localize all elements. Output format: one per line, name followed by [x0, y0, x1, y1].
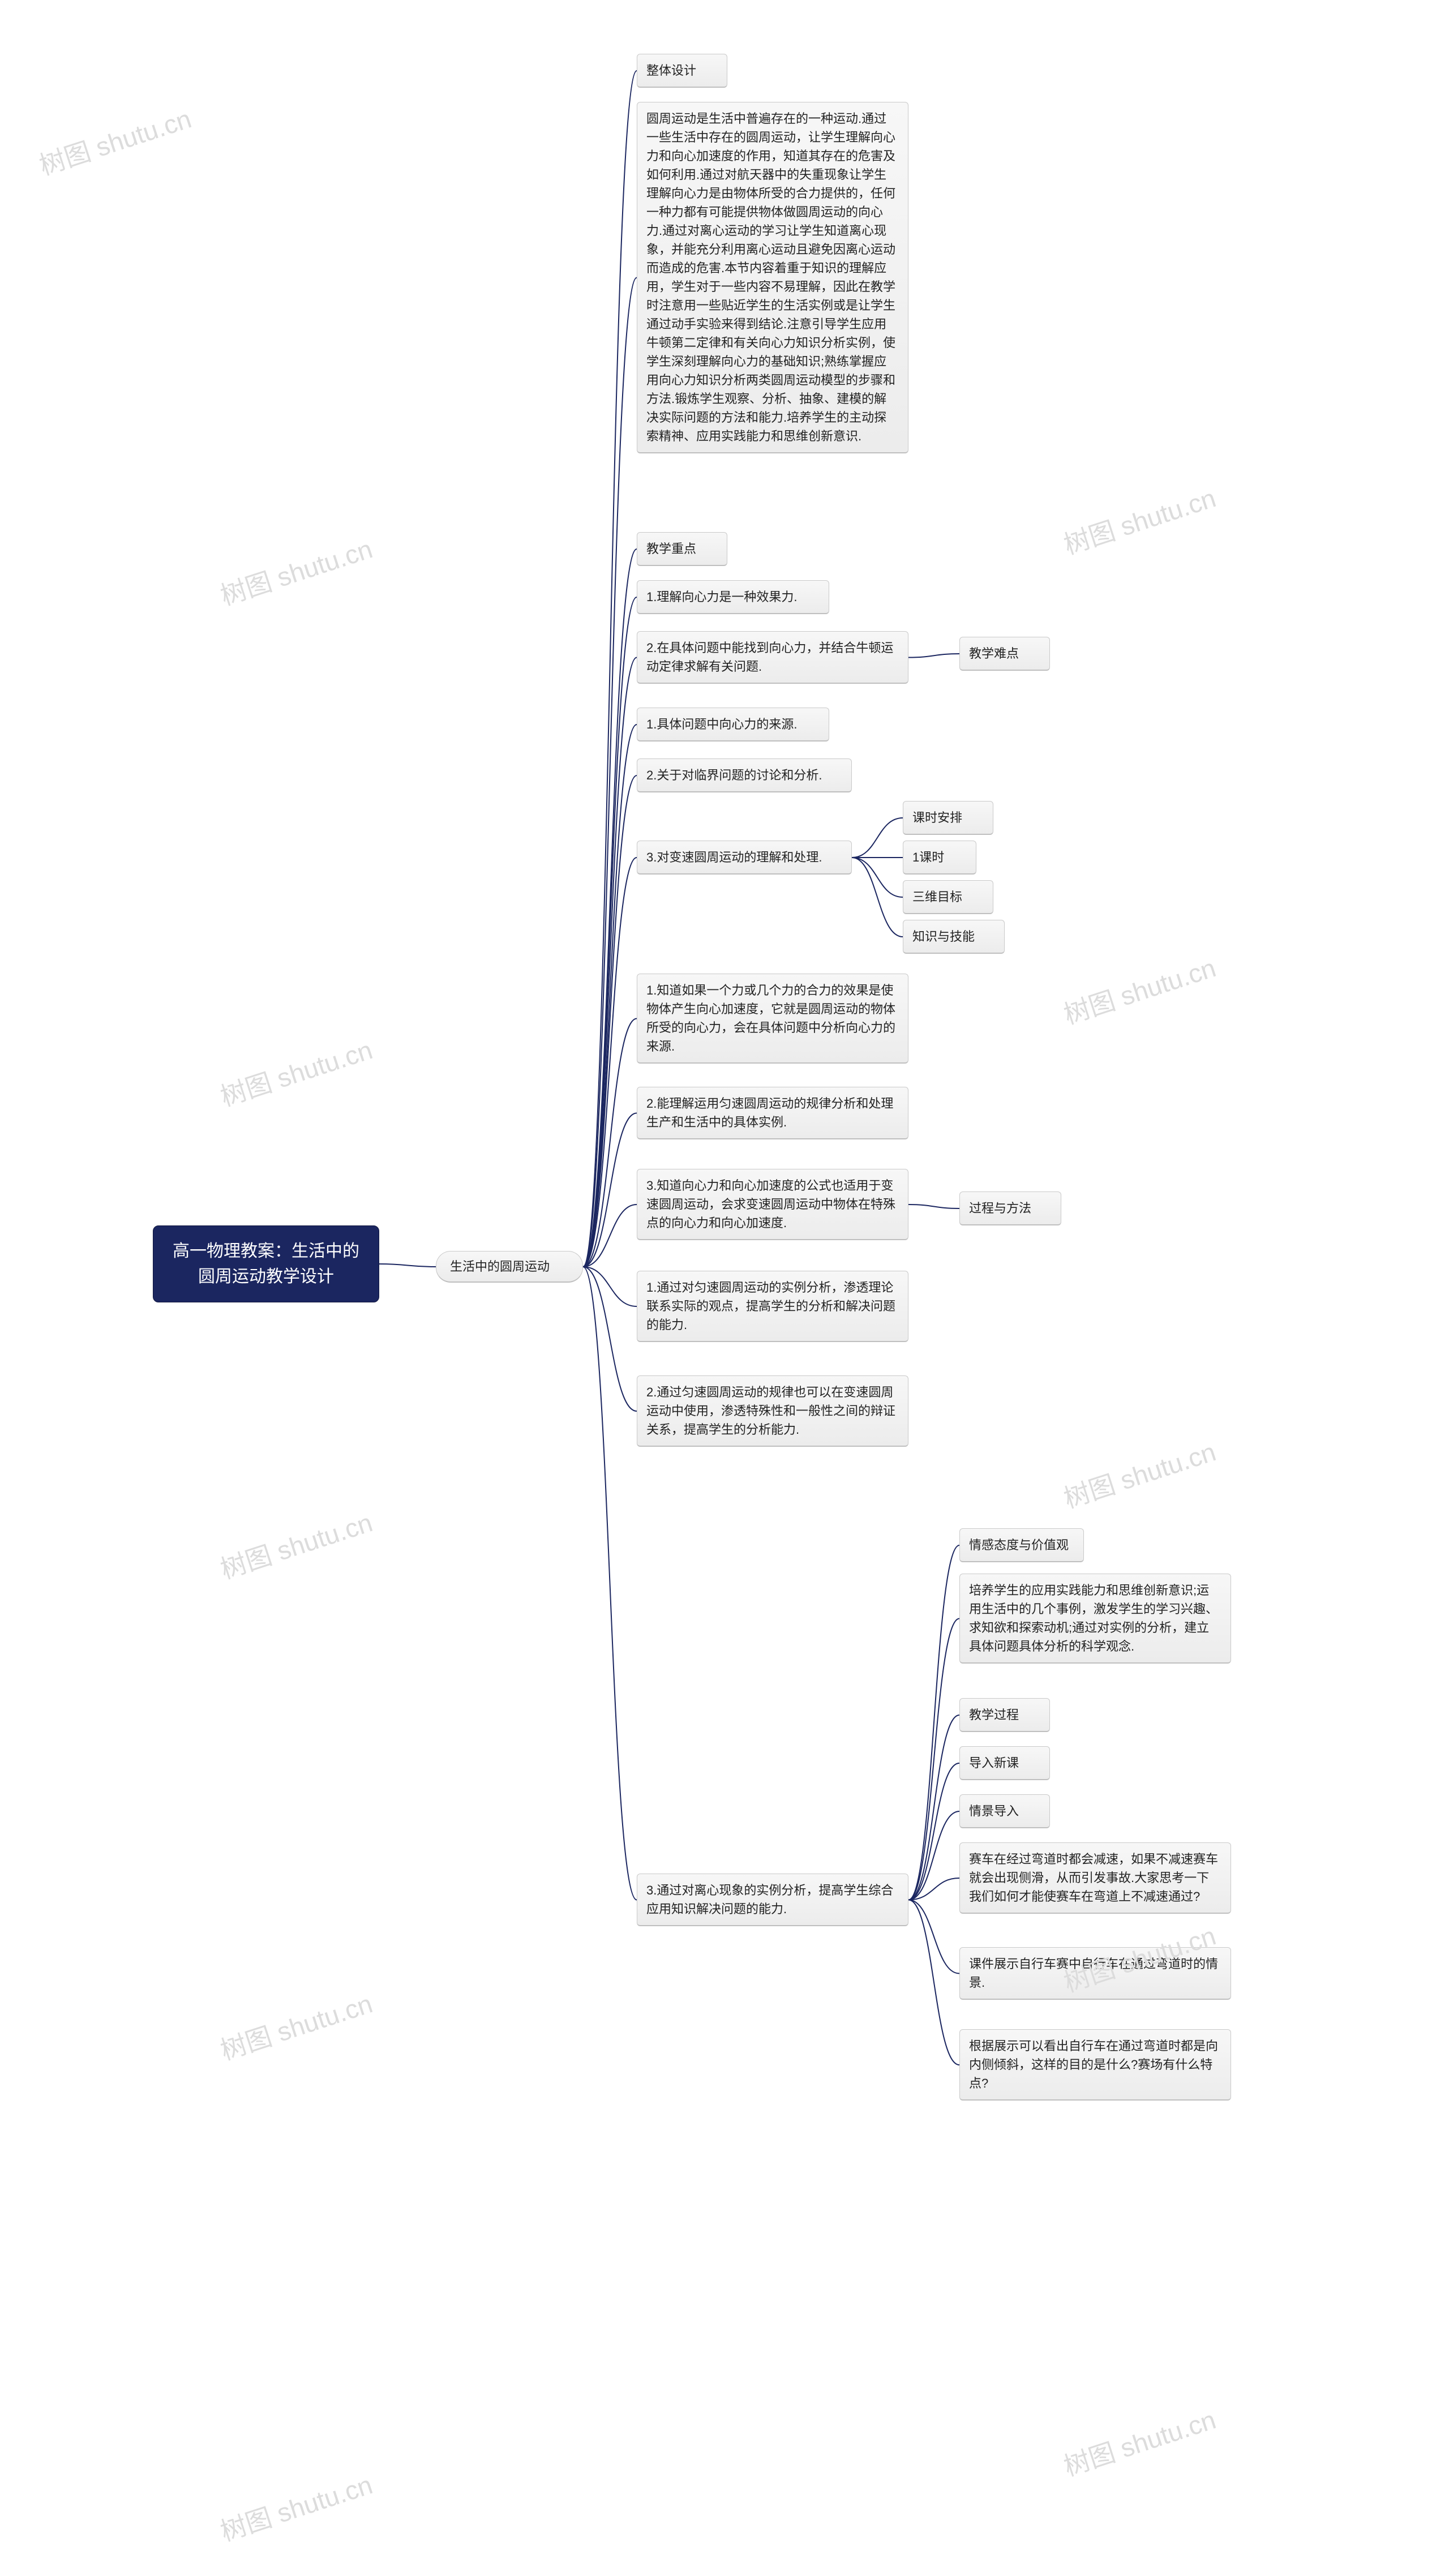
mindmap-edge — [583, 1019, 637, 1267]
mindmap-edge — [583, 1267, 637, 1900]
mindmap-node: 导入新课 — [959, 1746, 1050, 1780]
mindmap-node: 3.知道向心力和向心加速度的公式也适用于变速圆周运动，会求变速圆周运动中物体在特… — [637, 1169, 908, 1240]
mindmap-node: 2.在具体问题中能找到向心力，并结合牛顿运动定律求解有关问题. — [637, 631, 908, 684]
mindmap-edge — [852, 858, 903, 937]
mindmap-node: 情感态度与价值观 — [959, 1528, 1084, 1562]
watermark: 树图 shutu.cn — [215, 2464, 376, 2549]
mindmap-node: 1.知道如果一个力或几个力的合力的效果是使物体产生向心加速度，它就是圆周运动的物… — [637, 974, 908, 1064]
mindmap-node: 根据展示可以看出自行车在通过弯道时都是向内侧倾斜，这样的目的是什么?赛场有什么特… — [959, 2029, 1231, 2101]
mindmap-edge — [908, 1878, 959, 1900]
watermark: 树图 shutu.cn — [215, 529, 376, 613]
mindmap-edge — [908, 654, 959, 658]
mindmap-edge — [908, 1763, 959, 1900]
mindmap-node: 整体设计 — [637, 54, 727, 88]
mindmap-edge — [852, 858, 903, 897]
mindmap-edge — [583, 658, 637, 1267]
watermark: 树图 shutu.cn — [1058, 478, 1220, 562]
mindmap-node: 过程与方法 — [959, 1191, 1061, 1225]
mindmap-node: 赛车在经过弯道时都会减速，如果不减速赛车就会出现侧滑，从而引发事故.大家思考一下… — [959, 1842, 1231, 1914]
mindmap-node: 3.对变速圆周运动的理解和处理. — [637, 841, 852, 875]
mindmap-node: 课时安排 — [903, 801, 993, 835]
mindmap-node: 教学重点 — [637, 532, 727, 566]
watermark: 树图 shutu.cn — [1058, 2399, 1220, 2484]
mindmap-node: 2.通过匀速圆周运动的规律也可以在变速圆周运动中使用，渗透特殊性和一般性之间的辩… — [637, 1375, 908, 1447]
mindmap-edge — [583, 278, 637, 1267]
mindmap-edge — [583, 549, 637, 1267]
mindmap-node: 情景导入 — [959, 1794, 1050, 1828]
mindmap-node: 1.具体问题中向心力的来源. — [637, 708, 829, 741]
watermark: 树图 shutu.cn — [1058, 948, 1220, 1032]
mindmap-edge — [908, 1811, 959, 1900]
mindmap-edge — [379, 1264, 436, 1267]
mindmap-node: 培养学生的应用实践能力和思维创新意识;运用生活中的几个事例，激发学生的学习兴趣、… — [959, 1574, 1231, 1664]
mindmap-node: 知识与技能 — [903, 920, 1005, 954]
mindmap-edge — [908, 1545, 959, 1900]
mindmap-edge — [583, 775, 637, 1267]
mindmap-edge — [908, 1205, 959, 1208]
mindmap-edge — [583, 1267, 637, 1306]
mindmap-node: 2.能理解运用匀速圆周运动的规律分析和处理生产和生活中的具体实例. — [637, 1087, 908, 1139]
mindmap-root-node: 高一物理教案：生活中的圆周运动教学设计 — [153, 1225, 379, 1302]
watermark: 树图 shutu.cn — [34, 98, 195, 183]
mindmap-node: 2.关于对临界问题的讨论和分析. — [637, 758, 852, 792]
mindmap-edge — [583, 1205, 637, 1267]
watermark: 树图 shutu.cn — [215, 1502, 376, 1587]
mindmap-node: 教学难点 — [959, 637, 1050, 671]
mindmap-node: 三维目标 — [903, 880, 993, 914]
mindmap-edge — [583, 597, 637, 1267]
mindmap-node: 1课时 — [903, 841, 976, 875]
mindmap-edge — [908, 1619, 959, 1900]
mindmap-edge — [908, 1715, 959, 1900]
mindmap-node: 教学过程 — [959, 1698, 1050, 1732]
mindmap-node: 1.理解向心力是一种效果力. — [637, 580, 829, 614]
mindmap-edge — [908, 1900, 959, 2065]
watermark: 树图 shutu.cn — [1058, 1431, 1220, 1516]
mindmap-edge — [583, 71, 637, 1267]
mindmap-edge — [583, 858, 637, 1267]
mindmap-node: 圆周运动是生活中普遍存在的一种运动.通过一些生活中存在的圆周运动，让学生理解向心… — [637, 102, 908, 453]
mindmap-node: 3.通过对离心现象的实例分析，提高学生综合应用知识解决问题的能力. — [637, 1874, 908, 1926]
watermark: 树图 shutu.cn — [215, 1030, 376, 1114]
mindmap-edge — [852, 818, 903, 858]
mindmap-edge — [908, 1900, 959, 1974]
mindmap-node: 课件展示自行车赛中自行车在通过弯道时的情景. — [959, 1947, 1231, 2000]
mindmap-edge — [583, 1113, 637, 1267]
mindmap-node: 生活中的圆周运动 — [436, 1251, 583, 1283]
mindmap-edge — [583, 725, 637, 1267]
watermark: 树图 shutu.cn — [215, 1983, 376, 2068]
mindmap-edge — [583, 1267, 637, 1411]
mindmap-node: 1.通过对匀速圆周运动的实例分析，渗透理论联系实际的观点，提高学生的分析和解决问… — [637, 1271, 908, 1342]
